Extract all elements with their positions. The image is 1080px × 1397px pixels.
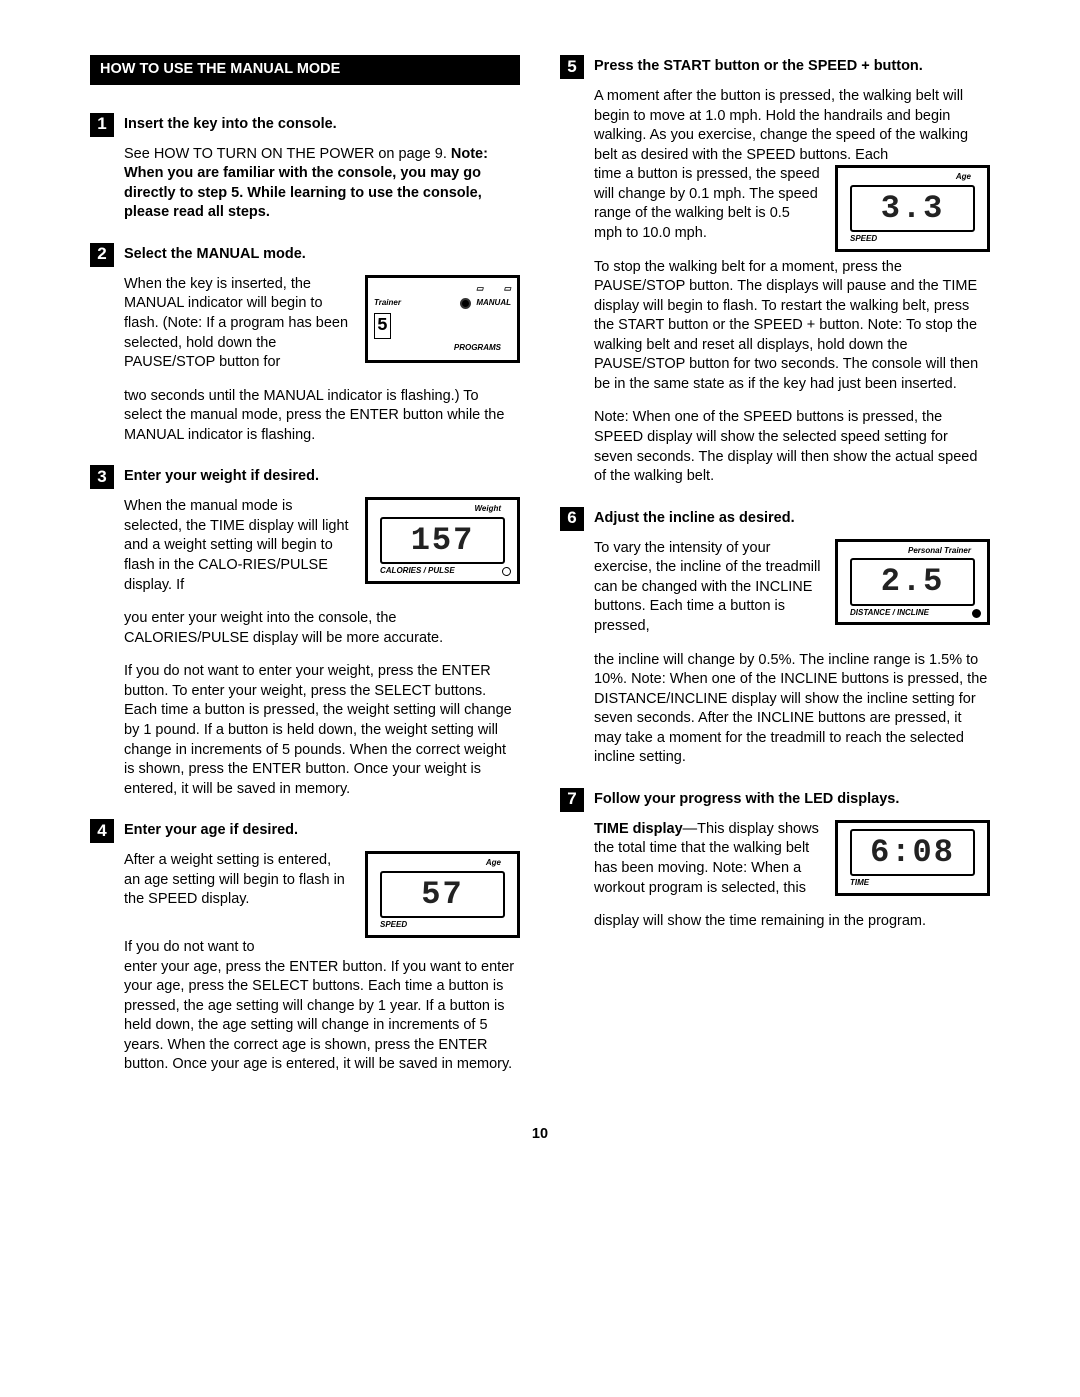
manual-mode-display-figure: ▭▭ Trainer MANUAL 5 PROGRAMS — [365, 275, 520, 363]
step-text: If you do not want to — [124, 938, 520, 958]
incline-display-figure: Personal Trainer 2.5 DISTANCE / INCLINE — [835, 539, 990, 626]
step-text: See HOW TO TURN ON THE POWER on page 9. … — [124, 145, 520, 223]
step-title: Select the MANUAL mode. — [124, 243, 306, 265]
left-column: HOW TO USE THE MANUAL MODE 1 Insert the … — [90, 55, 520, 1095]
step-text: To vary the intensity of your exercise, … — [594, 539, 821, 637]
step-number: 4 — [90, 819, 114, 843]
step-number: 1 — [90, 113, 114, 137]
step-text: time a button is pressed, the speed will… — [594, 165, 821, 243]
step-text: display will show the time remaining in … — [594, 912, 990, 932]
section-header: HOW TO USE THE MANUAL MODE — [90, 55, 520, 85]
step-text: After a weight setting is entered, an ag… — [124, 851, 351, 910]
step-text: you enter your weight into the console, … — [124, 609, 520, 648]
step-1: 1 Insert the key into the console. See H… — [90, 113, 520, 223]
step-title: Insert the key into the console. — [124, 113, 337, 135]
step-7: 7 Follow your progress with the LED disp… — [560, 788, 990, 932]
step-number: 6 — [560, 507, 584, 531]
step-title: Enter your weight if desired. — [124, 465, 319, 487]
step-text: enter your age, press the ENTER button. … — [124, 958, 520, 1075]
step-6: 6 Adjust the incline as desired. To vary… — [560, 507, 990, 768]
step-text: the incline will change by 0.5%. The inc… — [594, 651, 990, 768]
step-title: Follow your progress with the LED displa… — [594, 788, 899, 810]
step-3: 3 Enter your weight if desired. When the… — [90, 465, 520, 799]
time-display-figure: 6:08 TIME — [835, 820, 990, 896]
step-number: 5 — [560, 55, 584, 79]
step-number: 3 — [90, 465, 114, 489]
step-2: 2 Select the MANUAL mode. When the key i… — [90, 243, 520, 446]
step-text: A moment after the button is pressed, th… — [594, 87, 990, 165]
step-title: Adjust the incline as desired. — [594, 507, 795, 529]
step-text: To stop the walking belt for a moment, p… — [594, 258, 990, 395]
step-title: Press the START button or the SPEED + bu… — [594, 55, 923, 77]
step-number: 7 — [560, 788, 584, 812]
manual-page: HOW TO USE THE MANUAL MODE 1 Insert the … — [90, 55, 990, 1095]
step-4: 4 Enter your age if desired. After a wei… — [90, 819, 520, 1075]
step-5: 5 Press the START button or the SPEED + … — [560, 55, 990, 487]
page-number: 10 — [90, 1125, 990, 1145]
step-text: Note: When one of the SPEED buttons is p… — [594, 408, 990, 486]
step-text: When the key is inserted, the MANUAL ind… — [124, 275, 351, 373]
step-text: When the manual mode is selected, the TI… — [124, 497, 351, 595]
step-number: 2 — [90, 243, 114, 267]
right-column: 5 Press the START button or the SPEED + … — [560, 55, 990, 1095]
step-text: If you do not want to enter your weight,… — [124, 662, 520, 799]
weight-display-figure: Weight 157 CALORIES / PULSE — [365, 497, 520, 584]
step-text: TIME display—This display shows the tota… — [594, 820, 821, 898]
step-title: Enter your age if desired. — [124, 819, 298, 841]
speed-display-figure: Age 3.3 SPEED — [835, 165, 990, 252]
age-display-figure: Age 57 SPEED — [365, 851, 520, 938]
step-text: two seconds until the MANUAL indicator i… — [124, 387, 520, 446]
